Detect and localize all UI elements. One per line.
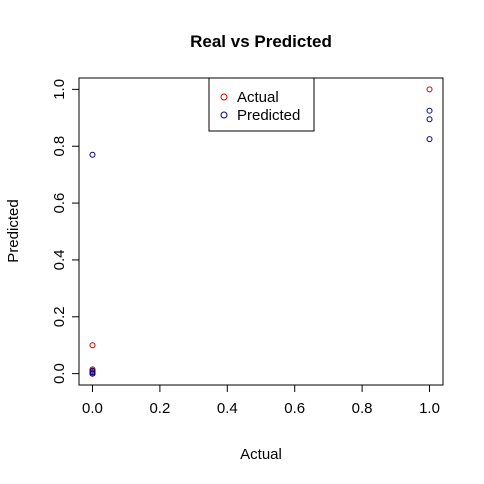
- data-point-predicted: [89, 151, 96, 158]
- x-tick-label: 0.4: [217, 400, 238, 417]
- data-point-predicted: [426, 107, 433, 114]
- x-axis-title: Actual: [240, 446, 282, 463]
- y-tick-label: 0.6: [51, 193, 68, 214]
- x-tick-label: 0.6: [284, 400, 305, 417]
- x-tick-label: 1.0: [419, 400, 440, 417]
- y-tick-label: 0.2: [51, 306, 68, 327]
- legend-marker-predicted: [220, 111, 228, 119]
- y-tick-label: 1.0: [51, 79, 68, 100]
- y-tick-label: 0.0: [51, 363, 68, 384]
- data-point-actual: [426, 86, 433, 93]
- y-axis: 0.0 0.2 0.4 0.6 0.8 1.0: [51, 79, 80, 384]
- legend-label-predicted: Predicted: [237, 107, 300, 124]
- x-tick-label: 0.2: [149, 400, 170, 417]
- legend-box: [208, 77, 315, 132]
- legend: Actual Predicted: [208, 77, 315, 132]
- y-tick-label: 0.8: [51, 136, 68, 157]
- x-tick-label: 0.0: [82, 400, 103, 417]
- y-tick-label: 0.4: [51, 249, 68, 270]
- data-point-actual: [89, 342, 96, 349]
- legend-marker-actual: [220, 93, 228, 101]
- x-axis: 0.0 0.2 0.4 0.6 0.8 1.0: [82, 384, 440, 417]
- data-point-predicted: [426, 136, 433, 143]
- data-point-predicted: [89, 370, 96, 377]
- y-axis-title: Predicted: [5, 199, 22, 262]
- x-tick-label: 0.8: [352, 400, 373, 417]
- chart-title: Real vs Predicted: [190, 32, 332, 51]
- legend-label-actual: Actual: [237, 89, 279, 106]
- data-points: [89, 86, 433, 377]
- data-point-predicted: [426, 116, 433, 123]
